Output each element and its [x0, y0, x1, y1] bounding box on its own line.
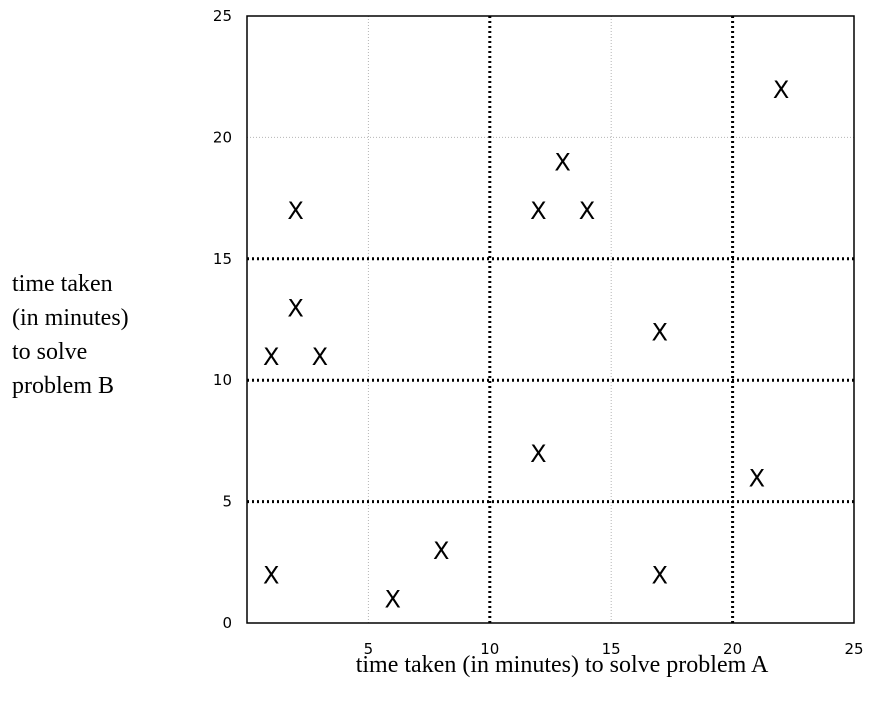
data-point: X	[652, 561, 668, 589]
y-axis-label-line: to solve	[12, 339, 87, 365]
data-point: X	[554, 149, 570, 177]
y-tick-label: 20	[213, 128, 232, 146]
data-point: X	[433, 537, 449, 565]
y-axis-label-line: (in minutes)	[12, 305, 129, 331]
y-tick-label: 0	[222, 614, 232, 632]
data-point: X	[530, 440, 546, 468]
data-point: X	[263, 343, 279, 371]
y-tick-label: 15	[213, 250, 232, 268]
y-axis-label: time taken (in minutes) to solve problem B	[12, 271, 129, 399]
data-point: X	[773, 76, 789, 104]
data-point: X	[530, 197, 546, 225]
data-point: X	[312, 343, 328, 371]
x-axis-label: time taken (in minutes) to solve problem…	[356, 652, 769, 678]
data-point: X	[263, 561, 279, 589]
x-tick-label: 25	[844, 640, 863, 658]
data-point: X	[384, 586, 400, 614]
data-point: X	[749, 464, 765, 492]
y-tick-label: 25	[213, 7, 232, 25]
plot-area-border	[247, 16, 854, 623]
y-tick-label: 5	[222, 493, 232, 511]
y-axis-label-line: time taken	[12, 271, 113, 297]
data-point: X	[652, 319, 668, 347]
data-point: X	[287, 197, 303, 225]
y-tick-label: 10	[213, 371, 232, 389]
y-axis-label-line: problem B	[12, 373, 114, 399]
data-point: X	[287, 294, 303, 322]
data-point: X	[579, 197, 595, 225]
grid-lines	[247, 16, 854, 623]
